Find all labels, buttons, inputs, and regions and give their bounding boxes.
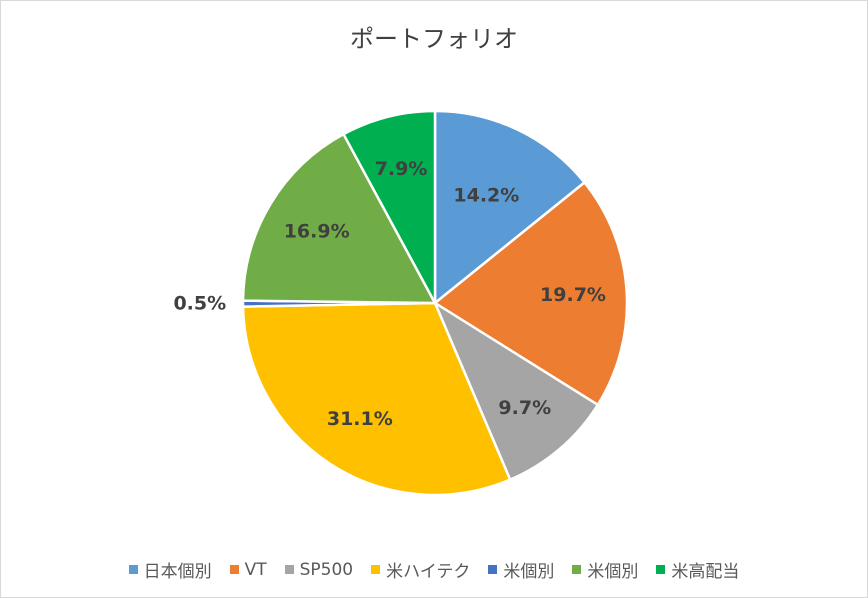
pie-slice-7	[342, 109, 437, 305]
pie-slices	[241, 109, 629, 497]
legend-label-5: 米個別	[503, 562, 555, 582]
legend-swatch-1	[128, 565, 138, 574]
legend-swatch-7	[656, 565, 666, 574]
legend-label-1: 日本個別	[143, 562, 212, 582]
pie-slice-label-6: 16.9%	[284, 221, 350, 243]
legend-item-3: SP500	[284, 559, 354, 580]
legend-item-1: 日本個別	[128, 557, 212, 582]
legend-label-7: 米高配当	[671, 562, 740, 582]
pie-slice-2	[433, 181, 629, 407]
legend-swatch-5	[488, 565, 498, 574]
legend-label-3: SP500	[299, 559, 354, 580]
legend-swatch-4	[371, 565, 381, 574]
pie-slice-6	[241, 132, 437, 305]
pie-slice-4	[241, 301, 512, 497]
legend-item-5: 米個別	[488, 557, 554, 582]
legend-item-6: 米個別	[572, 557, 638, 582]
pie-slice-label-5: 0.5%	[173, 293, 226, 315]
chart-title: ポートフォリオ	[350, 25, 518, 53]
legend-swatch-6	[572, 565, 582, 574]
legend-swatch-2	[229, 565, 239, 574]
pie-slice-label-7: 7.9%	[375, 158, 428, 180]
pie-slice-label-2: 19.7%	[540, 284, 606, 306]
legend-swatch-3	[284, 565, 294, 574]
pie-data-labels: 14.2% 19.7% 9.7% 31.1% 0.5% 16.9% 7.9%	[173, 158, 605, 430]
pie-slice-label-3: 9.7%	[498, 397, 551, 419]
legend-item-4: 米ハイテク	[371, 557, 470, 582]
pie-slice-label-1: 14.2%	[453, 185, 519, 207]
legend-label-6: 米個別	[587, 562, 639, 582]
legend-label-2: VT	[244, 559, 267, 580]
legend-label-4: 米ハイテク	[386, 562, 471, 582]
legend-item-7: 米高配当	[656, 557, 739, 582]
chart-legend: 日本個別 VT SP500 米ハイテク 米個別 米個別 米高配当	[1, 557, 867, 582]
legend-item-2: VT	[229, 559, 267, 580]
pie-slice-1	[433, 109, 586, 305]
pie-slice-3	[433, 301, 600, 481]
pie-slice-label-4: 31.1%	[327, 408, 393, 430]
